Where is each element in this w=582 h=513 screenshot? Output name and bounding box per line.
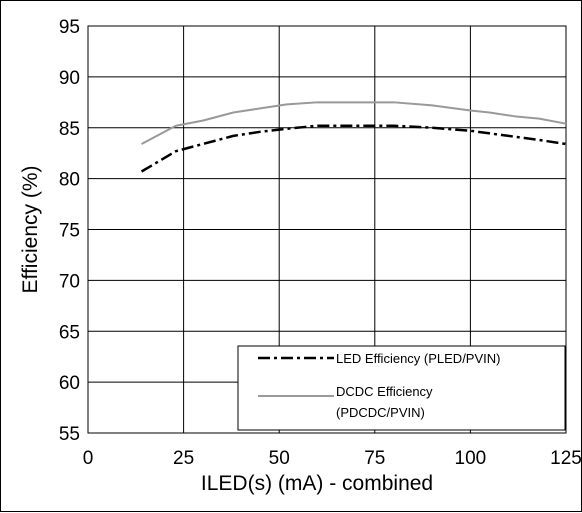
y-tick-label-55: 55	[59, 424, 80, 445]
y-tick-label-80: 80	[59, 170, 80, 191]
x-tick-label-125: 125	[550, 448, 582, 469]
x-tick-label-25: 25	[173, 448, 194, 469]
y-tick-label-75: 75	[59, 221, 80, 242]
y-tick-label-60: 60	[59, 373, 80, 394]
x-tick-label-50: 50	[269, 448, 290, 469]
y-axis-title: Efficiency (%)	[19, 166, 42, 294]
y-tick-label-70: 70	[59, 271, 80, 292]
legend-label-led-efficiency: LED Efficiency (PLED/PVIN)	[336, 351, 500, 366]
y-tick-label-65: 65	[59, 322, 80, 343]
y-tick-label-95: 95	[59, 17, 80, 38]
x-tick-label-0: 0	[83, 448, 94, 469]
legend-label-dcdc-efficiency-line2: (PDCDC/PVIN)	[336, 405, 425, 420]
legend: LED Efficiency (PLED/PVIN) DCDC Efficien…	[237, 345, 566, 431]
x-tick-label-75: 75	[364, 448, 385, 469]
series-line-dcdc-efficiency	[141, 101, 567, 145]
series-layer	[140, 101, 567, 173]
legend-box	[237, 345, 566, 431]
legend-label-dcdc-efficiency-line1: DCDC Efficiency	[336, 384, 433, 399]
x-tick-label-100: 100	[455, 448, 487, 469]
grid-layer	[87, 25, 567, 434]
x-axis-title: ILED(s) (mA) - combined	[201, 472, 433, 495]
series-line-led-efficiency	[140, 124, 567, 173]
y-tick-label-90: 90	[59, 68, 80, 89]
y-tick-label-85: 85	[59, 119, 80, 140]
tick-layer: 55 60 65 70 75 80 85 90 95 0 25 50 75 100 125	[59, 17, 582, 469]
